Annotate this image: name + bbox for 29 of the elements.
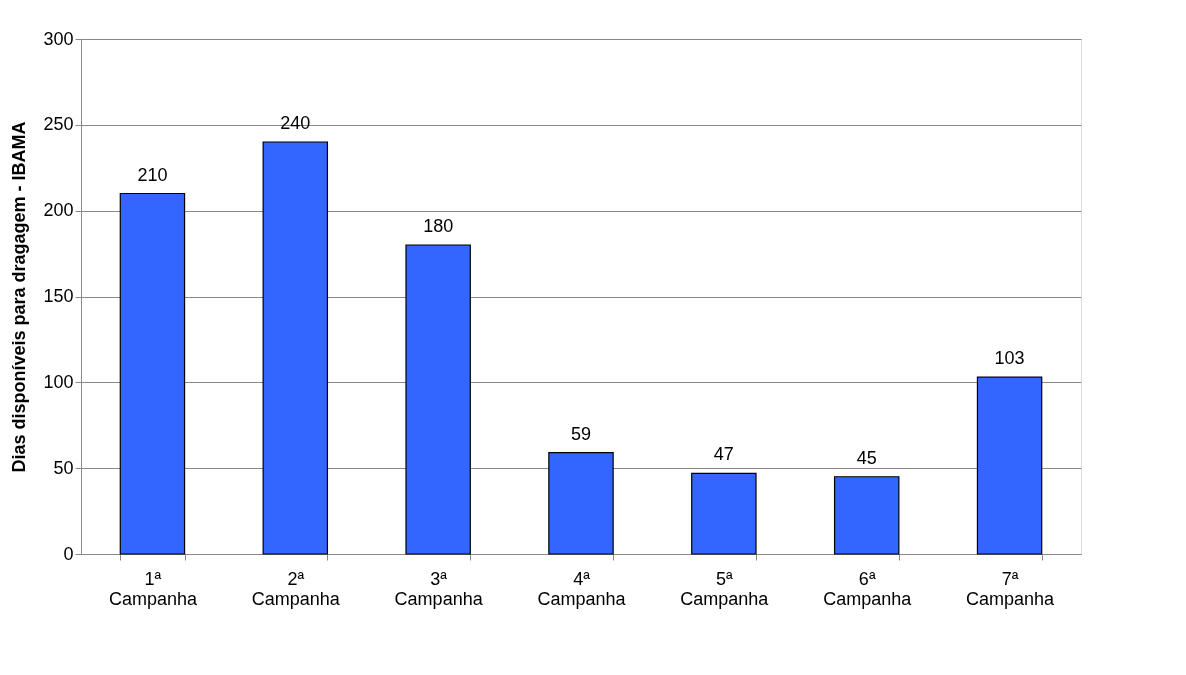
bar bbox=[976, 376, 1043, 555]
data-label: 240 bbox=[280, 113, 311, 133]
bar bbox=[262, 141, 329, 555]
data-label: 103 bbox=[994, 348, 1025, 369]
y-axis-title: Dias disponíveis para dragagem - IBAMA bbox=[9, 121, 30, 473]
y-tick-label: 100 bbox=[43, 371, 74, 392]
y-tick-label: 0 bbox=[63, 543, 74, 564]
y-tick-label: 50 bbox=[53, 457, 74, 478]
x-tick-label: 4ª Campanha bbox=[537, 568, 627, 609]
y-tick-label: 200 bbox=[43, 200, 74, 221]
y-tick-label: 250 bbox=[43, 114, 74, 135]
data-label: 45 bbox=[856, 447, 877, 468]
bar bbox=[119, 192, 186, 555]
data-label: 59 bbox=[570, 423, 592, 444]
x-tick-label: 2ª Campanha bbox=[251, 568, 341, 609]
x-tick-label: 5ª Campanha bbox=[680, 568, 770, 609]
data-label: 210 bbox=[137, 164, 168, 185]
y-tick-label: 300 bbox=[43, 28, 74, 49]
bar bbox=[405, 244, 471, 555]
x-tick-label: 1ª Campanha bbox=[108, 568, 198, 609]
x-tick-label: 6ª Campanha bbox=[823, 568, 913, 609]
bar bbox=[833, 476, 900, 555]
data-label: 47 bbox=[713, 444, 734, 465]
x-tick-label: 7ª Campanha bbox=[966, 568, 1056, 609]
y-tick-label: 150 bbox=[43, 286, 74, 306]
bar bbox=[548, 452, 614, 555]
x-tick-label: 3ª Campanha bbox=[394, 568, 484, 609]
data-label: 180 bbox=[423, 216, 454, 236]
bar bbox=[691, 472, 757, 555]
